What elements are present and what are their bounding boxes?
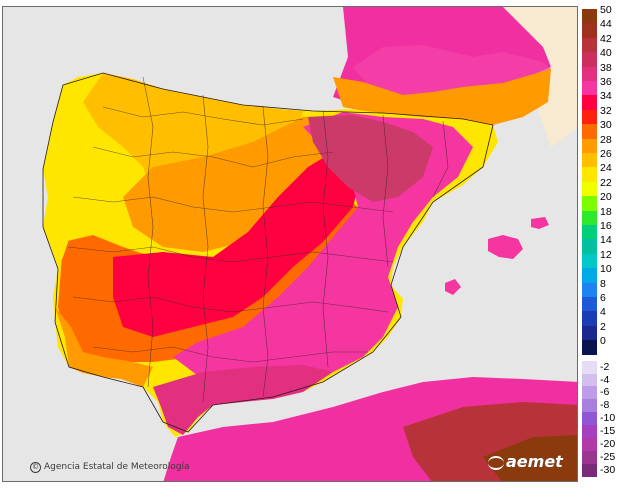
andalucia-interior: [153, 365, 333, 435]
legend-swatch: [582, 124, 597, 140]
legend-label: 44: [600, 18, 612, 31]
legend-swatch: [582, 450, 597, 465]
legend-label: -8: [600, 399, 610, 412]
legend-label: 8: [600, 277, 606, 290]
legend-label: -10: [600, 412, 616, 425]
legend-swatch: [582, 340, 597, 356]
legend-swatch: [582, 81, 597, 96]
legend-label: 4: [600, 306, 606, 319]
legend-swatch: [582, 386, 597, 400]
france-interior: [353, 45, 551, 103]
legend-label: 32: [600, 104, 612, 117]
legend-swatch: [582, 167, 597, 183]
legend-swatch: [582, 225, 597, 240]
legend-swatch: [582, 282, 597, 298]
legend-label: 6: [600, 292, 606, 304]
legend-swatch: [582, 23, 597, 39]
legend-label: -2: [600, 360, 610, 373]
legend-swatch: [582, 210, 597, 226]
legend-label: 10: [600, 263, 612, 276]
legend-label: 0: [600, 335, 606, 348]
legend-label: 36: [600, 76, 612, 88]
legend-label: 2: [600, 320, 606, 333]
legend-label: 14: [600, 234, 612, 247]
legend-swatch: [582, 9, 597, 24]
atlas-peaks: [483, 435, 577, 481]
legend-swatch: [582, 153, 597, 168]
legend-label: -6: [600, 386, 610, 399]
color-legend: 50 44 42 40 38 36 34 32 30 28 26 24 22 20 18 16 14 12 10 8 6…: [582, 4, 628, 489]
legend-swatch: [582, 399, 597, 413]
legend-swatch: [582, 325, 597, 341]
province-borders: [67, 76, 449, 403]
legend-swatch: [582, 463, 597, 478]
legend-label: 22: [600, 176, 612, 189]
menorca-island: [531, 217, 549, 229]
legend-swatch: [582, 425, 597, 439]
logo-swirl-icon: [488, 455, 504, 470]
legend-swatch: [582, 196, 597, 212]
legend-swatch: [582, 138, 597, 154]
portugal-south: [55, 307, 153, 387]
legend-label: 30: [600, 119, 612, 132]
temperature-map: [2, 6, 578, 482]
legend-swatch: [582, 66, 597, 82]
legend-swatch: [582, 412, 597, 426]
legend-swatch: [582, 181, 597, 197]
legend-label: 12: [600, 248, 612, 261]
legend-swatch: [582, 438, 597, 452]
pyrenees-band: [333, 69, 551, 127]
credit-label: © Agencia Estatal de Meteorología: [30, 462, 190, 473]
legend-swatch: [582, 373, 597, 387]
central-hot: [113, 152, 363, 337]
legend-label: 28: [600, 133, 612, 146]
legend-label: 20: [600, 191, 612, 204]
brand-text: aemet: [506, 452, 563, 471]
ibiza-island: [445, 279, 461, 295]
ebro-valley: [308, 115, 433, 202]
legend-label: 26: [600, 148, 612, 160]
legend-label: 18: [600, 205, 612, 218]
aemet-logo: aemet: [488, 452, 563, 471]
legend-swatch: [582, 311, 597, 327]
legend-label: 16: [600, 220, 612, 232]
copyright-icon: ©: [30, 462, 41, 473]
coastline: [42, 72, 494, 433]
legend-label: 40: [600, 47, 612, 60]
legend-swatch: [582, 268, 597, 284]
legend-swatch: [582, 297, 597, 312]
legend-label: -4: [600, 373, 610, 386]
legend-swatch: [582, 95, 597, 111]
legend-label: 42: [600, 32, 612, 45]
legend-swatch: [582, 37, 597, 53]
legend-swatch: [582, 239, 597, 255]
portugal-coast: [43, 122, 88, 269]
credit-text: Agencia Estatal de Meteorología: [44, 462, 190, 472]
legend-swatch: [582, 253, 597, 269]
legend-label: 38: [600, 61, 612, 74]
legend-label: -25: [600, 450, 616, 463]
legend-label: -20: [600, 438, 616, 450]
legend-label: -15: [600, 425, 616, 438]
legend-label: 34: [600, 90, 612, 103]
legend-swatch: [582, 109, 597, 125]
map-canvas: [3, 7, 577, 481]
legend-swatch: [582, 360, 597, 374]
central-north: [123, 115, 343, 252]
legend-label: -30: [600, 463, 616, 476]
legend-label: 24: [600, 162, 612, 175]
legend-label: 50: [600, 4, 612, 16]
legend-swatch: [582, 52, 597, 68]
mallorca-island: [488, 235, 523, 259]
